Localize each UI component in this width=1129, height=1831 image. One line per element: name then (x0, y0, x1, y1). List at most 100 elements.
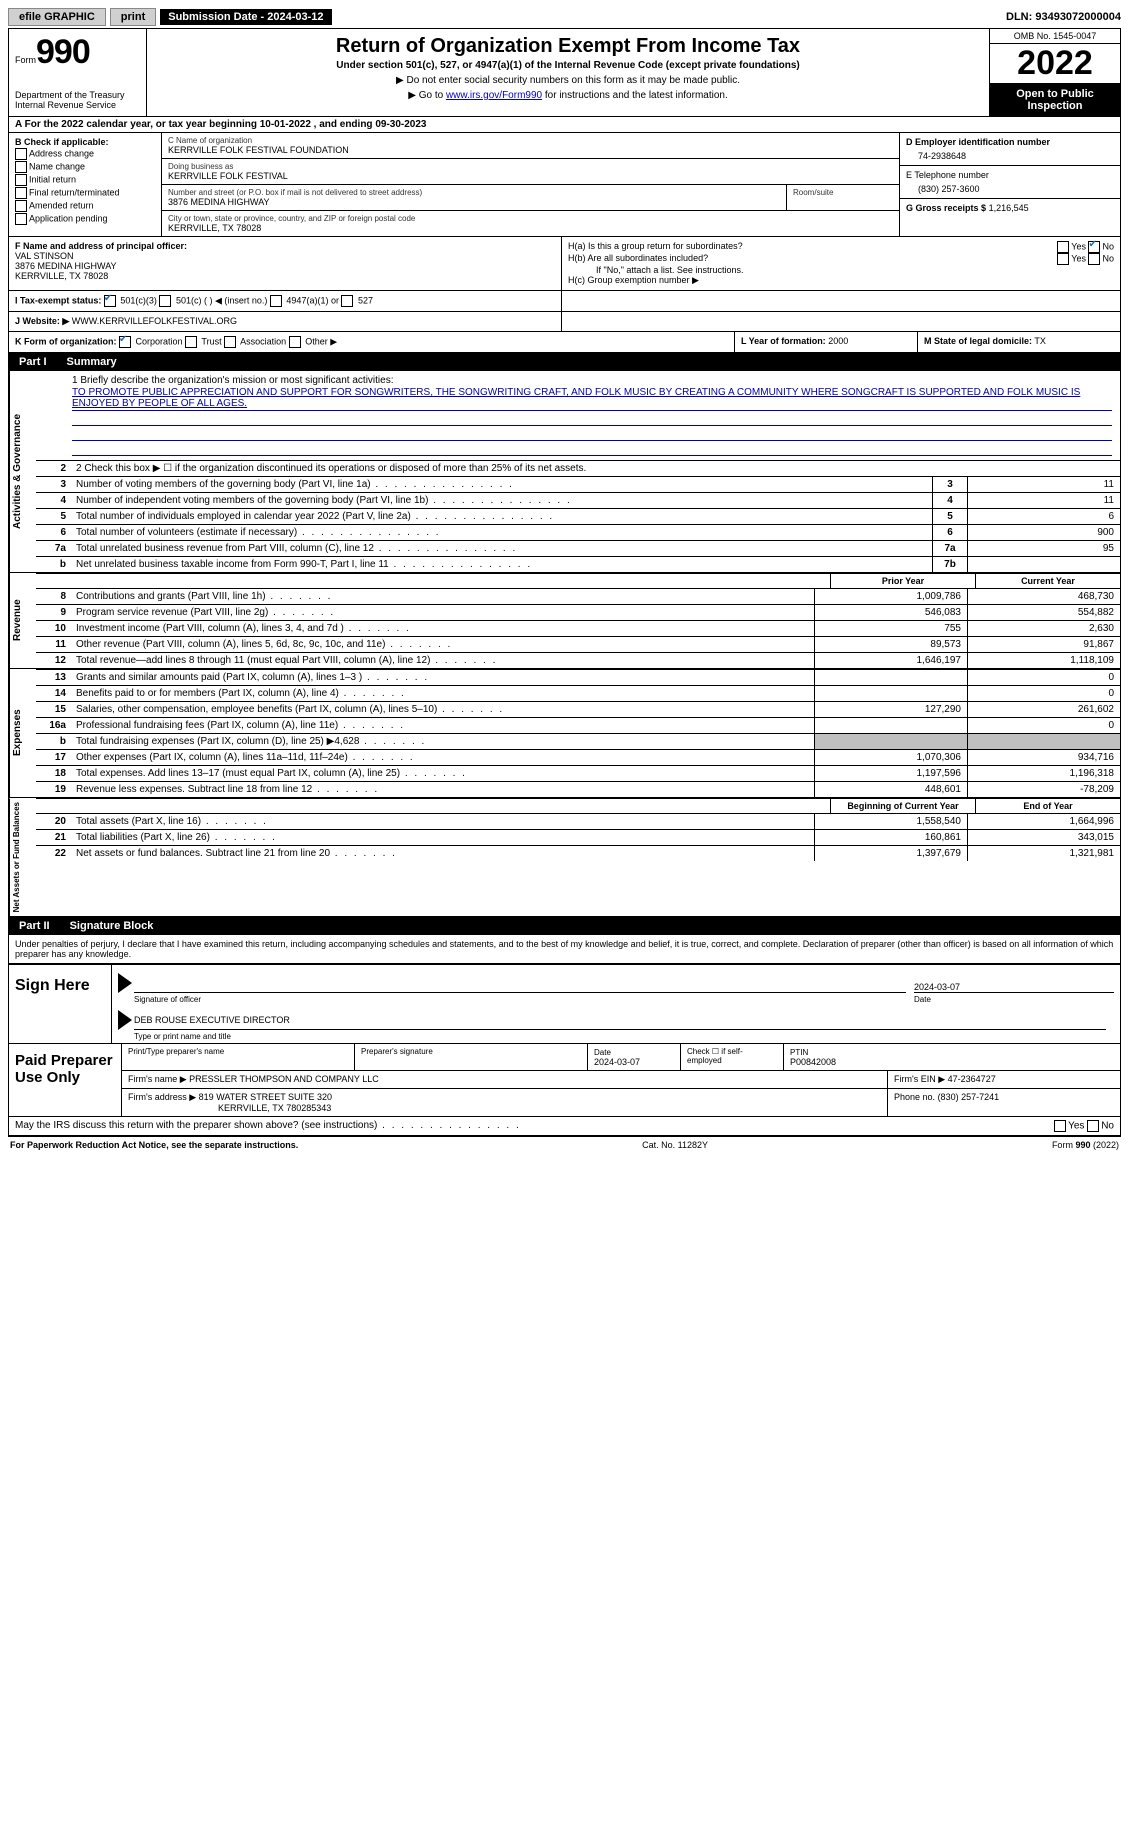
form-header: Form990 Department of the Treasury Inter… (9, 29, 1120, 117)
phone-value: (830) 257-3600 (906, 180, 1114, 194)
current-year-hdr: Current Year (975, 574, 1120, 588)
city-label: City or town, state or province, country… (168, 214, 893, 223)
note-goto: ▶ Go to www.irs.gov/Form990 for instruct… (155, 90, 981, 101)
sig-line-2: DEB ROUSE EXECUTIVE DIRECTOR (112, 1006, 1120, 1032)
officer-signature-field[interactable] (134, 978, 906, 993)
sig-date-label: Date (914, 995, 1114, 1004)
city-value: KERRVILLE, TX 78028 (168, 223, 893, 233)
checkbox-icon[interactable] (341, 295, 353, 307)
header-middle: Return of Organization Exempt From Incom… (147, 29, 989, 116)
summary-row: 17Other expenses (Part IX, column (A), l… (36, 749, 1120, 765)
irs-label: Internal Revenue Service (15, 100, 140, 110)
arrow-icon (118, 1010, 132, 1030)
checkbox-icon[interactable] (15, 187, 27, 199)
m-label: M State of legal domicile: (924, 336, 1032, 346)
rev-col-hdr: Prior Year Current Year (36, 573, 1120, 588)
form-number: 990 (36, 33, 90, 71)
checkbox-icon[interactable] (1057, 241, 1069, 253)
page-footer: For Paperwork Reduction Act Notice, see … (8, 1137, 1121, 1153)
prep-name-label: Print/Type preparer's name (128, 1047, 348, 1056)
officer-addr2: KERRVILLE, TX 78028 (15, 271, 108, 281)
block-revenue: Revenue Prior Year Current Year 8Contrib… (9, 573, 1120, 669)
checkbox-icon[interactable] (1054, 1120, 1066, 1132)
may-discuss-row: May the IRS discuss this return with the… (9, 1117, 1120, 1136)
summary-row: 3Number of voting members of the governi… (36, 476, 1120, 492)
l-label: L Year of formation: (741, 336, 826, 346)
phone-label: E Telephone number (906, 170, 1114, 180)
j-label: J Website: ▶ (15, 316, 69, 326)
row-k: K Form of organization: Corporation Trus… (9, 332, 1120, 353)
opt-501c3: 501(c)(3) (120, 295, 157, 305)
ha-answer: Yes No (1057, 241, 1114, 253)
l-value: 2000 (828, 336, 848, 346)
gross-value: 1,216,545 (989, 203, 1029, 213)
paid-row-2: Firm's name ▶ PRESSLER THOMPSON AND COMP… (122, 1071, 1120, 1089)
checkbox-icon[interactable] (1057, 253, 1069, 265)
header-right: OMB No. 1545-0047 2022 Open to Public In… (989, 29, 1120, 116)
checkbox-icon[interactable] (1088, 253, 1100, 265)
arrow-icon (118, 973, 132, 993)
summary-row: 10Investment income (Part VIII, column (… (36, 620, 1120, 636)
irs-link[interactable]: www.irs.gov/Form990 (446, 90, 542, 101)
cb-name: Name change (15, 161, 155, 173)
firm-ein-label: Firm's EIN ▶ (894, 1074, 945, 1084)
part2-header: Part II Signature Block (9, 917, 1120, 935)
dept-treasury: Department of the Treasury (15, 90, 140, 100)
summary-row: bNet unrelated business taxable income f… (36, 556, 1120, 572)
row-j: J Website: ▶ WWW.KERRVILLEFOLKFESTIVAL.O… (9, 312, 1120, 332)
summary-row: bTotal fundraising expenses (Part IX, co… (36, 733, 1120, 749)
checkbox-icon[interactable] (104, 295, 116, 307)
checkbox-icon[interactable] (185, 336, 197, 348)
firm-phone-label: Phone no. (894, 1092, 935, 1102)
checkbox-icon[interactable] (15, 200, 27, 212)
ptin-label: PTIN (790, 1048, 808, 1057)
summary-row: 5Total number of individuals employed in… (36, 508, 1120, 524)
checkbox-icon[interactable] (119, 336, 131, 348)
sig-officer-label: Signature of officer (134, 995, 914, 1004)
summary-row: 14Benefits paid to or for members (Part … (36, 685, 1120, 701)
efile-button[interactable]: efile GRAPHIC (8, 8, 106, 26)
section-identity: B Check if applicable: Address change Na… (9, 133, 1120, 237)
checkbox-icon[interactable] (15, 174, 27, 186)
checkbox-icon[interactable] (270, 295, 282, 307)
checkbox-icon[interactable] (15, 213, 27, 225)
summary-row: 12Total revenue—add lines 8 through 11 (… (36, 652, 1120, 668)
prep-date-label: Date (594, 1048, 611, 1057)
cb-initial: Initial return (15, 174, 155, 186)
open-to-public: Open to Public Inspection (990, 84, 1120, 116)
summary-row: 15Salaries, other compensation, employee… (36, 701, 1120, 717)
checkbox-icon[interactable] (159, 295, 171, 307)
dln-number: DLN: 93493072000004 (1006, 11, 1121, 23)
ptin-value: P00842008 (790, 1057, 836, 1067)
summary-row: 19Revenue less expenses. Subtract line 1… (36, 781, 1120, 797)
cb-pending: Application pending (15, 213, 155, 225)
paid-row-1: Print/Type preparer's name Preparer's si… (122, 1044, 1120, 1071)
print-button[interactable]: print (110, 8, 156, 26)
summary-row: 16aProfessional fundraising fees (Part I… (36, 717, 1120, 733)
dba-cell: Doing business as KERRVILLE FOLK FESTIVA… (162, 159, 899, 185)
opt-527: 527 (358, 295, 373, 305)
sig-labels-1: Signature of officer Date (112, 995, 1120, 1006)
vlabel-rev: Revenue (9, 573, 36, 668)
checkbox-icon[interactable] (289, 336, 301, 348)
colb-title: B Check if applicable: (15, 137, 155, 147)
m-value: TX (1034, 336, 1046, 346)
summary-row: 6Total number of volunteers (estimate if… (36, 524, 1120, 540)
checkbox-icon[interactable] (15, 161, 27, 173)
checkbox-icon[interactable] (224, 336, 236, 348)
city-cell: City or town, state or province, country… (162, 211, 899, 236)
may-discuss-text: May the IRS discuss this return with the… (15, 1120, 1054, 1132)
beg-year-hdr: Beginning of Current Year (830, 799, 975, 813)
mission-blank3 (72, 441, 1112, 456)
org-name-cell: C Name of organization KERRVILLE FOLK FE… (162, 133, 899, 159)
checkbox-icon[interactable] (15, 148, 27, 160)
form-container: Form990 Department of the Treasury Inter… (8, 28, 1121, 1137)
row-f-h: F Name and address of principal officer:… (9, 237, 1120, 291)
may-discuss-answer: Yes No (1054, 1120, 1114, 1132)
paid-preparer-block: Paid Preparer Use Only Print/Type prepar… (9, 1044, 1120, 1117)
hc-label: H(c) Group exemption number ▶ (568, 275, 1114, 286)
checkbox-icon[interactable] (1087, 1120, 1099, 1132)
part1-header: Part I Summary (9, 353, 1120, 371)
summary-row: 11Other revenue (Part VIII, column (A), … (36, 636, 1120, 652)
checkbox-icon[interactable] (1088, 241, 1100, 253)
